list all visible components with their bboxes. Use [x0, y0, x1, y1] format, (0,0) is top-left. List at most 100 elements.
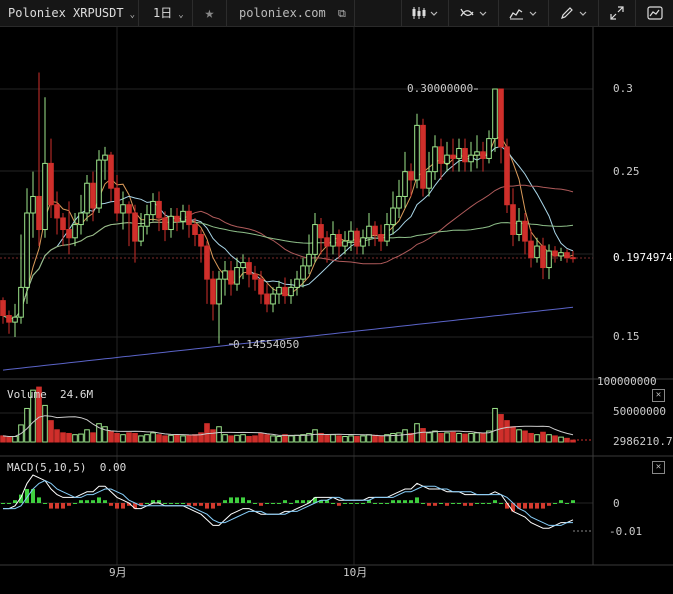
macd-histogram-bar	[97, 497, 101, 503]
volume-bar	[390, 432, 396, 443]
screenshot-icon	[646, 5, 663, 20]
macd-histogram-bar	[175, 503, 179, 504]
macd-legend: MACD(5,10,5) 0.00	[7, 461, 126, 474]
price-tick: 0.25	[613, 165, 640, 178]
candle-body	[186, 210, 192, 226]
fullscreen-button[interactable]	[599, 0, 636, 26]
chart-canvas[interactable]: 0.3 0.25 0.15 0.1974974 0.30000000 0.145…	[0, 27, 673, 590]
volume-bar	[300, 434, 306, 443]
volume-tick: 100000000	[597, 375, 657, 388]
volume-value: 24.6M	[60, 388, 94, 401]
volume-bar	[558, 436, 564, 443]
volume-bar	[432, 430, 438, 443]
macd-histogram-bar	[217, 503, 221, 506]
time-label: 9月	[109, 566, 127, 579]
candle-body	[30, 195, 36, 214]
macd-histogram-bar	[115, 503, 119, 509]
volume-bar	[426, 432, 432, 443]
candlestick-type-button[interactable]	[401, 0, 449, 26]
candle-body	[372, 225, 378, 235]
candle-body	[120, 204, 126, 214]
volume-bar	[294, 434, 300, 443]
close-icon: ✕	[655, 462, 662, 472]
candle-body	[0, 300, 6, 317]
volume-bar	[474, 432, 480, 443]
candle-body	[450, 154, 456, 159]
site-link[interactable]: poloniex.com ⧉	[227, 0, 355, 26]
candle-body	[366, 225, 372, 239]
chart-area[interactable]: 0.3 0.25 0.15 0.1974974 0.30000000 0.145…	[0, 27, 673, 590]
macd-histogram-bar	[511, 503, 515, 512]
candle-body	[558, 252, 564, 257]
macd-histogram-bar	[253, 503, 257, 504]
macd-histogram-bar	[385, 503, 389, 504]
close-macd-button[interactable]: ✕	[652, 461, 665, 474]
volume-bar	[66, 432, 72, 443]
candle-body	[510, 204, 516, 235]
volume-bar	[258, 432, 264, 443]
volume-bar	[150, 432, 156, 443]
candle-body	[246, 262, 252, 275]
macd-histogram-bar	[283, 500, 287, 503]
candle-body	[252, 273, 258, 280]
volume-bar	[126, 432, 132, 443]
macd-histogram-bar	[187, 503, 191, 506]
candle-body	[390, 207, 396, 226]
macd-histogram-bar	[109, 503, 113, 506]
candle-body	[354, 230, 360, 247]
volume-bar	[384, 434, 390, 443]
volume-bar	[456, 432, 462, 443]
symbol-selector[interactable]: Poloniex XRPUSDT ⌄	[0, 0, 139, 26]
macd-histogram-bar	[61, 503, 65, 509]
volume-bar	[246, 436, 252, 443]
volume-bars	[0, 386, 576, 443]
candle-body	[564, 252, 570, 259]
candle-body	[138, 225, 144, 242]
close-volume-button[interactable]: ✕	[652, 389, 665, 402]
volume-bar	[372, 434, 378, 443]
ma-5-line	[2, 136, 574, 320]
volume-bar	[6, 436, 12, 443]
star-icon[interactable]: ★	[193, 0, 227, 26]
volume-bar	[198, 432, 204, 443]
drawing-button[interactable]	[549, 0, 599, 26]
interval-selector[interactable]: 1日 ⌄	[139, 0, 193, 26]
candle-body	[258, 278, 264, 295]
indicators-button[interactable]	[449, 0, 499, 26]
candle-body	[144, 214, 150, 227]
candle-body	[60, 217, 66, 231]
volume-bar	[162, 435, 168, 443]
high-marker-label: 0.30000000	[407, 82, 473, 95]
macd-histogram-bar	[91, 500, 95, 503]
volume-bar	[522, 430, 528, 443]
candle-body	[342, 240, 348, 247]
external-link-icon: ⧉	[337, 7, 346, 20]
macd-histogram-bar	[55, 503, 59, 509]
candle-body	[42, 162, 48, 231]
volume-bar	[318, 432, 324, 443]
macd-histogram-bar	[151, 500, 155, 503]
macd-histogram-bar	[37, 497, 41, 503]
candle-body	[240, 262, 246, 269]
macd-histogram-bar	[379, 503, 383, 504]
macd-histogram-bar	[277, 503, 281, 504]
symbol-label: Poloniex XRPUSDT	[8, 6, 124, 20]
candle-body	[6, 315, 12, 323]
macd-histogram-bar	[499, 503, 503, 504]
macd-histogram-bar	[349, 503, 353, 504]
macd-histogram-bar	[25, 489, 29, 503]
candle-body	[384, 224, 390, 242]
macd-histogram-bar	[343, 503, 347, 504]
candle-body	[462, 148, 468, 163]
candle-body	[318, 224, 324, 239]
volume-bar	[222, 434, 228, 443]
screenshot-button[interactable]	[636, 0, 673, 26]
macd-histogram-bar	[547, 503, 551, 506]
volume-bar	[186, 434, 192, 443]
candle-body	[198, 233, 204, 247]
macd-histogram-bar	[457, 503, 461, 504]
candle-body	[48, 162, 54, 206]
compare-button[interactable]	[499, 0, 549, 26]
macd-histogram-bar	[493, 500, 497, 503]
volume-bar	[144, 434, 150, 443]
